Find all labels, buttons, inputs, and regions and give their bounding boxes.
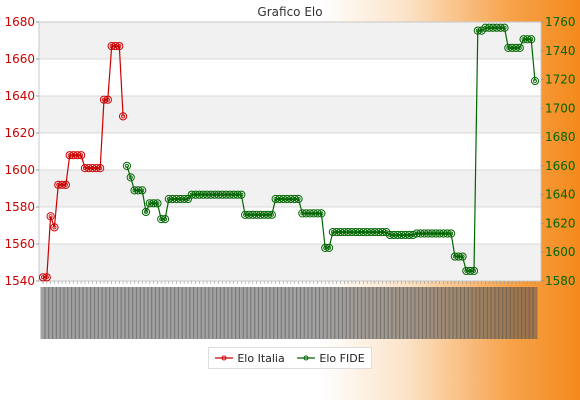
y-right-tick-label: 1640 (545, 188, 576, 202)
y-left-tick-label: 1660 (4, 52, 35, 66)
y-left-tick-label: 1620 (4, 126, 35, 140)
y-right-tick-label: 1580 (545, 274, 576, 288)
grid-band (39, 22, 541, 59)
y-right-tick-label: 1760 (545, 15, 576, 29)
y-left-tick-label: 1560 (4, 237, 35, 251)
y-left-tick-label: 1580 (4, 200, 35, 214)
legend-label-italia: Elo Italia (237, 352, 284, 365)
y-left-tick-label: 1640 (4, 89, 35, 103)
y-left-tick-label: 1600 (4, 163, 35, 177)
y-right-tick-label: 1620 (545, 216, 576, 230)
chart-title: Grafico Elo (257, 5, 322, 19)
x-tick-label (533, 287, 538, 339)
grid-band (39, 244, 541, 281)
legend-swatch-italia (215, 353, 233, 363)
legend-label-fide: Elo FIDE (319, 352, 364, 365)
y-right-tick-label: 1700 (545, 101, 576, 115)
legend: Elo Italia Elo FIDE (208, 347, 372, 369)
legend-item-italia: Elo Italia (215, 352, 284, 365)
y-right-tick-label: 1740 (545, 44, 576, 58)
plot-background (39, 22, 541, 281)
legend-item-fide: Elo FIDE (297, 352, 364, 365)
y-right-tick-label: 1720 (545, 73, 576, 87)
grid-band (39, 96, 541, 133)
y-right-tick-label: 1600 (545, 245, 576, 259)
y-right-tick-label: 1660 (545, 159, 576, 173)
y-left-tick-label: 1540 (4, 274, 35, 288)
y-right-tick-label: 1680 (545, 130, 576, 144)
y-left-tick-label: 1680 (4, 15, 35, 29)
legend-swatch-fide (297, 353, 315, 363)
